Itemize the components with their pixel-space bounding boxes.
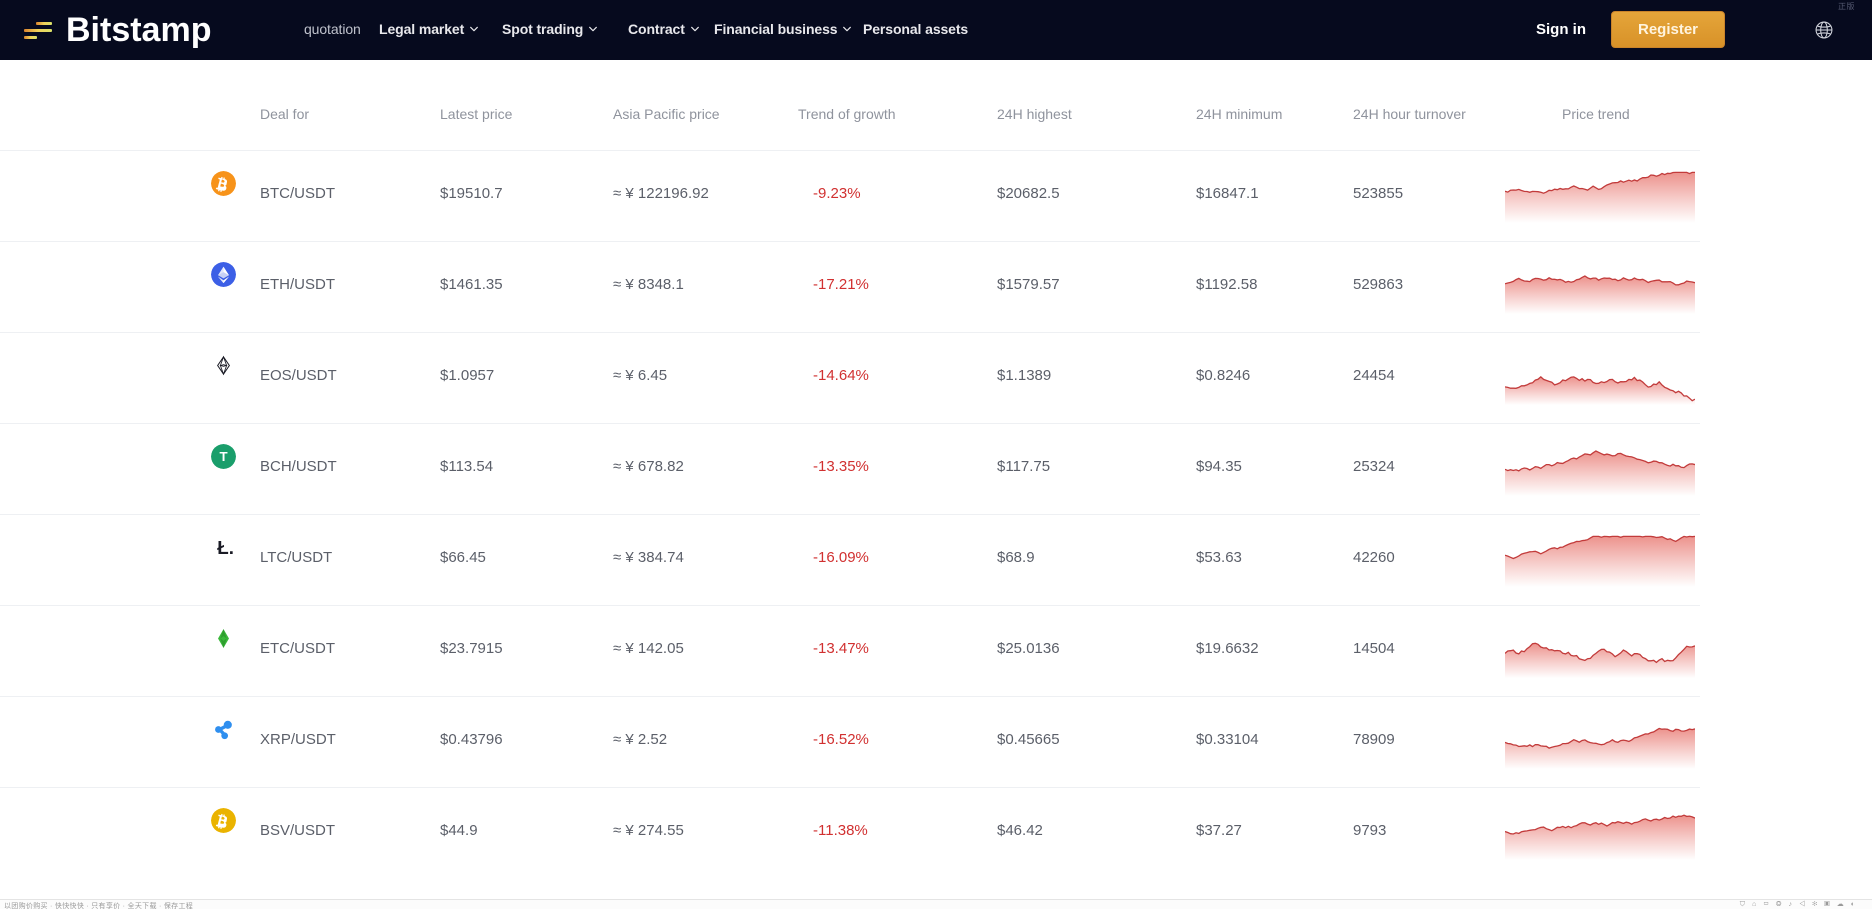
svg-text:T: T [219, 449, 227, 464]
svg-text:Ł.: Ł. [217, 537, 234, 558]
